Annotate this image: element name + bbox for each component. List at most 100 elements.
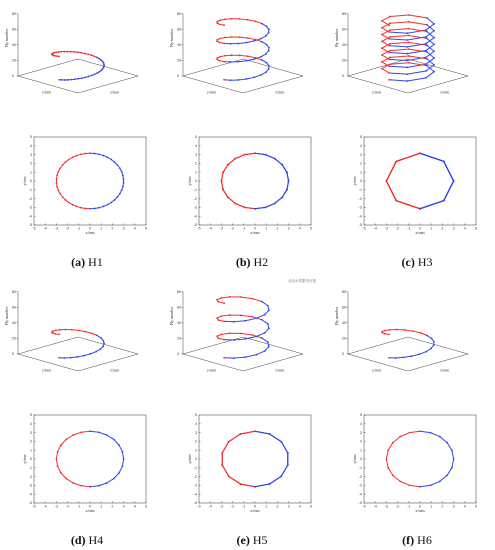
- helix-3d-point: [232, 339, 235, 341]
- y-tick-label: -3: [194, 484, 197, 488]
- axis-floor-front-left: [182, 353, 244, 372]
- helix-3d-point: [63, 79, 66, 81]
- trajectory-2d-segment: [385, 161, 397, 182]
- x-tick-label: -2: [231, 505, 234, 509]
- helix-3d-point: [433, 43, 435, 46]
- helix-3d-point: [266, 341, 269, 343]
- helix-3d-point: [381, 330, 384, 333]
- trajectory-2d-point: [286, 451, 289, 454]
- helix-3d-point: [90, 54, 93, 57]
- y-axis-label-3d: y/mm: [207, 90, 217, 95]
- trajectory-2d-point: [61, 164, 64, 166]
- trajectory-2d-h2: -5-5 -4 -4 -3 -3 -2 -2 -1 -1 0 0 1 1 2 2 3 3 4 4 5 5 x/mm y/mm: [187, 135, 312, 235]
- helix-3d-segment: [221, 314, 230, 317]
- helix-3d-point: [237, 60, 240, 63]
- trajectory-2d-segment: [387, 467, 394, 476]
- helix-3d-point: [223, 302, 226, 305]
- helix-3d-point: [216, 22, 219, 24]
- helix-3d-point: [425, 70, 427, 72]
- y-tick-label: 5: [195, 413, 197, 417]
- y-tick-label: 0: [195, 179, 197, 183]
- x-tick-label: -3: [385, 505, 388, 509]
- trajectory-2d-point: [56, 465, 59, 468]
- helix-3d-segment: [239, 18, 248, 21]
- y-axis-label-3d: y/mm: [42, 368, 52, 373]
- x-tick-label: 3: [453, 505, 455, 509]
- trajectory-2d-point: [438, 480, 441, 483]
- y-tick-label: 4: [195, 422, 197, 426]
- trajectory-2d-point: [419, 207, 421, 210]
- trajectory-2d-segment: [121, 451, 125, 460]
- y-tick-label: 0: [30, 457, 32, 461]
- trajectory-2d-point: [220, 180, 223, 182]
- helix-3d-point: [407, 20, 410, 23]
- trajectory-2d-point: [60, 471, 62, 474]
- helix-3d-point: [381, 33, 383, 36]
- trajectory-2d-h3: -5-5 -4 -4 -3 -3 -2 -2 -1 -1 0 0 1 1 2 2 3 3 4 4 5 5 x/mm y/mm: [352, 135, 477, 235]
- axis-floor-front-right: [77, 75, 139, 94]
- helix-3d-point: [219, 37, 221, 40]
- helix-3d-point: [230, 17, 233, 20]
- helix-3d-point: [90, 332, 93, 335]
- z-tick-label: 80: [177, 290, 181, 294]
- trajectory-2d-point: [118, 192, 121, 195]
- helix-3d-segment: [239, 36, 248, 39]
- y-tick-label: 4: [30, 144, 32, 148]
- trajectory-2d-point: [75, 205, 78, 208]
- helix-3d-segment: [218, 319, 225, 322]
- y-tick-label: -1: [194, 466, 197, 470]
- helix-3d-point: [220, 315, 223, 318]
- helix-3d-segment: [254, 38, 262, 42]
- helix-3d-point: [426, 44, 428, 47]
- helix-3d-point: [418, 353, 421, 356]
- y-tick-label: 5: [360, 135, 362, 139]
- helix-3d-point: [430, 337, 433, 340]
- helix-3d-point: [407, 34, 410, 37]
- helix-3d-point: [218, 41, 221, 44]
- x-tick-label: 2: [441, 227, 443, 231]
- ply-number-axis-label: Ply number: [334, 306, 339, 325]
- helix-3d-point: [54, 329, 57, 332]
- x-tick-label: -2: [66, 227, 69, 231]
- helix-3d-point: [216, 20, 219, 23]
- helix-3d-segment: [78, 329, 86, 333]
- z-tick-label: 80: [177, 12, 181, 16]
- trajectory-2d-point: [387, 449, 389, 452]
- y-axis-label-2d: y/mm: [352, 453, 357, 463]
- helix-3d-point: [389, 49, 391, 52]
- trajectory-2d-point: [89, 430, 91, 433]
- helix-3d-point: [265, 34, 267, 37]
- trajectory-2d-point: [221, 451, 224, 454]
- helix-3d-segment: [90, 351, 97, 355]
- x-tick-label: -3: [385, 227, 388, 231]
- trajectory-2d-point: [395, 160, 398, 163]
- helix-3d-h4: 0 20 40 60 80 Ply number y/mm x/mm: [4, 290, 139, 373]
- trajectory-2d-segment: [419, 200, 444, 210]
- trajectory-2d-point: [227, 475, 230, 478]
- helix-3d-segment: [264, 346, 270, 352]
- y-tick-label: 0: [360, 179, 362, 183]
- trajectory-2d-point: [118, 471, 120, 474]
- trajectory-2d-point: [121, 185, 124, 188]
- y-tick-label: 1: [195, 448, 197, 452]
- helix-3d-point: [425, 42, 427, 45]
- x-tick-label: -4: [374, 505, 377, 509]
- helix-3d-segment: [84, 353, 91, 357]
- helix-3d-point: [263, 313, 266, 316]
- trajectory-2d-point: [438, 435, 441, 438]
- helix-3d-point: [245, 59, 248, 62]
- x-tick-label: -4: [374, 227, 377, 231]
- trajectory-2d-point: [419, 485, 421, 488]
- trajectory-2d-segment: [227, 196, 236, 204]
- y-tick-label: -4: [194, 214, 197, 218]
- axis-floor-front-right: [77, 353, 139, 372]
- trajectory-2d-point: [65, 438, 68, 441]
- helix-3d-point: [229, 42, 232, 45]
- trajectory-2d-point: [116, 164, 119, 166]
- helix-3d-point: [403, 329, 406, 331]
- helix-3d-point: [58, 55, 60, 58]
- helix-3d-segment: [408, 14, 427, 19]
